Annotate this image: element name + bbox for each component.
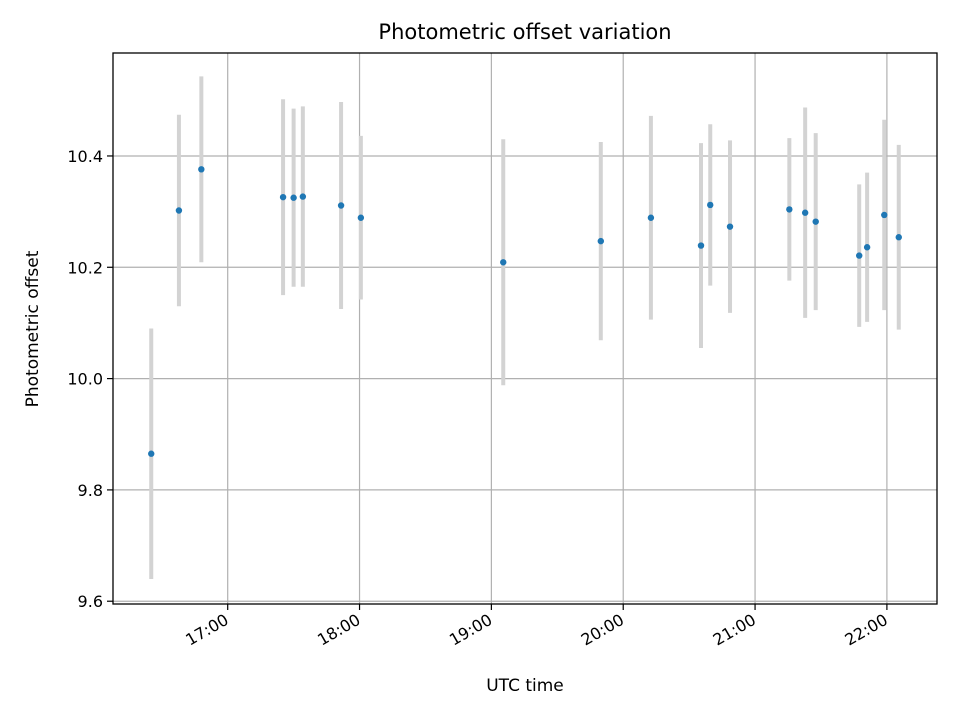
y-tick-label: 9.8 (78, 481, 103, 500)
data-point (895, 234, 902, 241)
data-point (697, 242, 705, 249)
data-point (812, 218, 819, 225)
data-point (279, 193, 287, 201)
data-point (881, 211, 888, 219)
data-points (148, 166, 902, 457)
chart-title: Photometric offset variation (378, 20, 671, 44)
y-tick-label: 9.6 (78, 592, 103, 611)
data-point (500, 259, 507, 266)
data-point (801, 209, 809, 216)
data-point (856, 252, 863, 259)
data-point (597, 237, 605, 245)
data-point (726, 223, 734, 230)
y-tick-label: 10.2 (67, 258, 103, 277)
data-point (175, 207, 183, 214)
data-point (647, 214, 655, 221)
data-point (290, 194, 297, 201)
data-point (337, 202, 345, 209)
data-point (863, 244, 871, 251)
x-axis-label: UTC time (486, 676, 564, 696)
y-tick-label: 10.4 (67, 147, 103, 166)
y-axis-label: Photometric offset (23, 250, 43, 407)
plot-frame (112, 52, 938, 605)
data-point (707, 201, 714, 209)
data-point (786, 206, 793, 213)
data-point (299, 193, 307, 200)
data-point (148, 450, 155, 457)
data-point (357, 214, 365, 221)
y-axis-ticks: 9.6 9.8 10.0 10.2 10.4 (67, 147, 113, 611)
data-point (198, 166, 205, 173)
y-tick-label: 10.0 (67, 370, 103, 389)
